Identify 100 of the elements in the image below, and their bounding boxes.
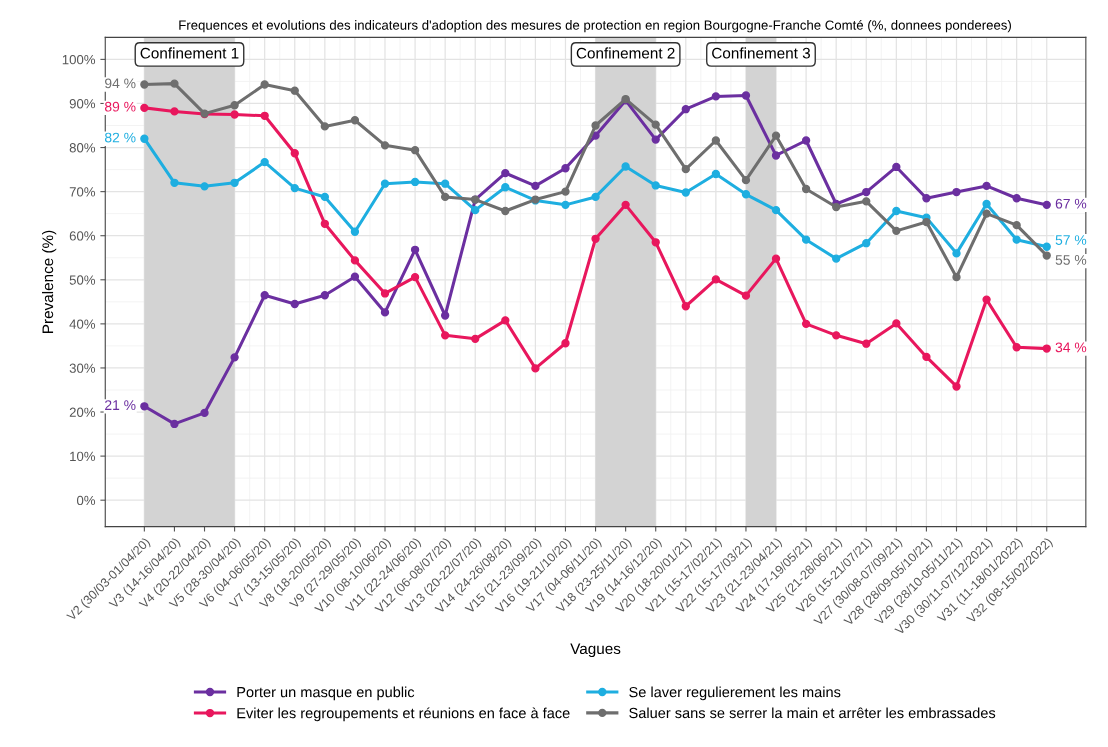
point: [952, 272, 961, 282]
point: [471, 334, 480, 344]
point: [982, 209, 991, 218]
point: [952, 382, 961, 391]
point: [801, 136, 811, 145]
point: [922, 217, 931, 227]
point: [621, 200, 630, 210]
point: [922, 194, 931, 203]
point: [711, 92, 721, 101]
point: [350, 256, 360, 265]
point: [380, 308, 390, 317]
point: [651, 120, 660, 129]
point: [140, 103, 149, 113]
point: [591, 121, 600, 130]
legend-label: Se laver regulierement les mains: [629, 686, 841, 701]
point: [1012, 235, 1021, 244]
point: [170, 107, 179, 116]
annotation: 57 %: [1055, 235, 1087, 245]
point: [230, 353, 239, 362]
point: [140, 80, 149, 89]
point: [230, 110, 239, 119]
point: [471, 205, 480, 215]
legend-label: Eviter les regroupements et réunions en face à face: [237, 707, 570, 722]
annotation: 94 %: [105, 78, 136, 89]
y-tick-label: 100%: [62, 54, 96, 65]
point: [741, 190, 751, 199]
point: [440, 331, 450, 340]
point: [801, 184, 811, 194]
point: [200, 182, 209, 191]
point: [801, 319, 811, 329]
point: [681, 105, 690, 114]
point: [771, 205, 781, 215]
point: [1042, 242, 1051, 251]
point: [771, 254, 781, 263]
point: [501, 168, 510, 178]
point: [1042, 200, 1051, 210]
point: [320, 219, 330, 228]
point: [410, 177, 420, 187]
point: [892, 206, 901, 216]
point: [982, 295, 991, 304]
point: [140, 134, 149, 143]
point: [380, 141, 390, 150]
point: [711, 275, 721, 284]
point: [440, 192, 450, 202]
point: [681, 188, 690, 197]
point: [561, 164, 570, 173]
point: [741, 176, 751, 185]
point: [501, 316, 510, 325]
point: [591, 192, 600, 202]
point: [711, 136, 721, 145]
point: [410, 272, 420, 282]
point: [1042, 344, 1051, 353]
point: [170, 419, 179, 429]
chart-title: Frequences et evolutions des indicateurs d'adoption des mesures de protection en region Bourgogne-Franche Comté (%, donnees ponderees): [179, 19, 1011, 33]
y-tick-label: 60%: [69, 231, 96, 241]
point: [561, 187, 570, 196]
point: [531, 364, 540, 373]
point: [832, 331, 841, 340]
point: [651, 181, 660, 190]
point: [741, 91, 751, 100]
point: [561, 200, 570, 210]
point: [230, 178, 239, 187]
annotation: 21 %: [105, 400, 136, 410]
band-label: Confinement 1: [140, 47, 239, 59]
point: [1042, 251, 1051, 260]
annotation: 82 %: [104, 132, 136, 143]
point: [501, 183, 510, 192]
point: [290, 86, 299, 95]
point: [832, 254, 841, 263]
point: [711, 169, 721, 179]
point: [260, 157, 269, 167]
point: [531, 181, 540, 191]
point: [290, 149, 299, 158]
annotation: 34 %: [1055, 342, 1087, 353]
point: [170, 79, 179, 88]
point: [200, 408, 209, 418]
point: [1012, 220, 1021, 230]
point: [230, 101, 239, 110]
point: [501, 206, 510, 216]
point: [350, 227, 360, 236]
point: [350, 272, 360, 281]
point: [170, 178, 179, 187]
point: [260, 291, 269, 300]
point: [621, 162, 630, 171]
point: [651, 135, 660, 144]
y-tick-label: 30%: [69, 363, 96, 373]
annotation: 67 %: [1055, 198, 1087, 209]
point: [380, 289, 390, 298]
point: [892, 226, 901, 236]
y-tick-label: 70%: [69, 187, 96, 197]
point: [1012, 343, 1021, 352]
point: [771, 151, 781, 160]
y-axis-title: Prevalence (%): [42, 230, 57, 333]
point: [982, 199, 991, 209]
point: [651, 238, 660, 247]
point: [440, 179, 450, 188]
point: [290, 183, 299, 193]
point: [862, 339, 871, 348]
point: [140, 402, 149, 411]
point: [440, 311, 450, 320]
